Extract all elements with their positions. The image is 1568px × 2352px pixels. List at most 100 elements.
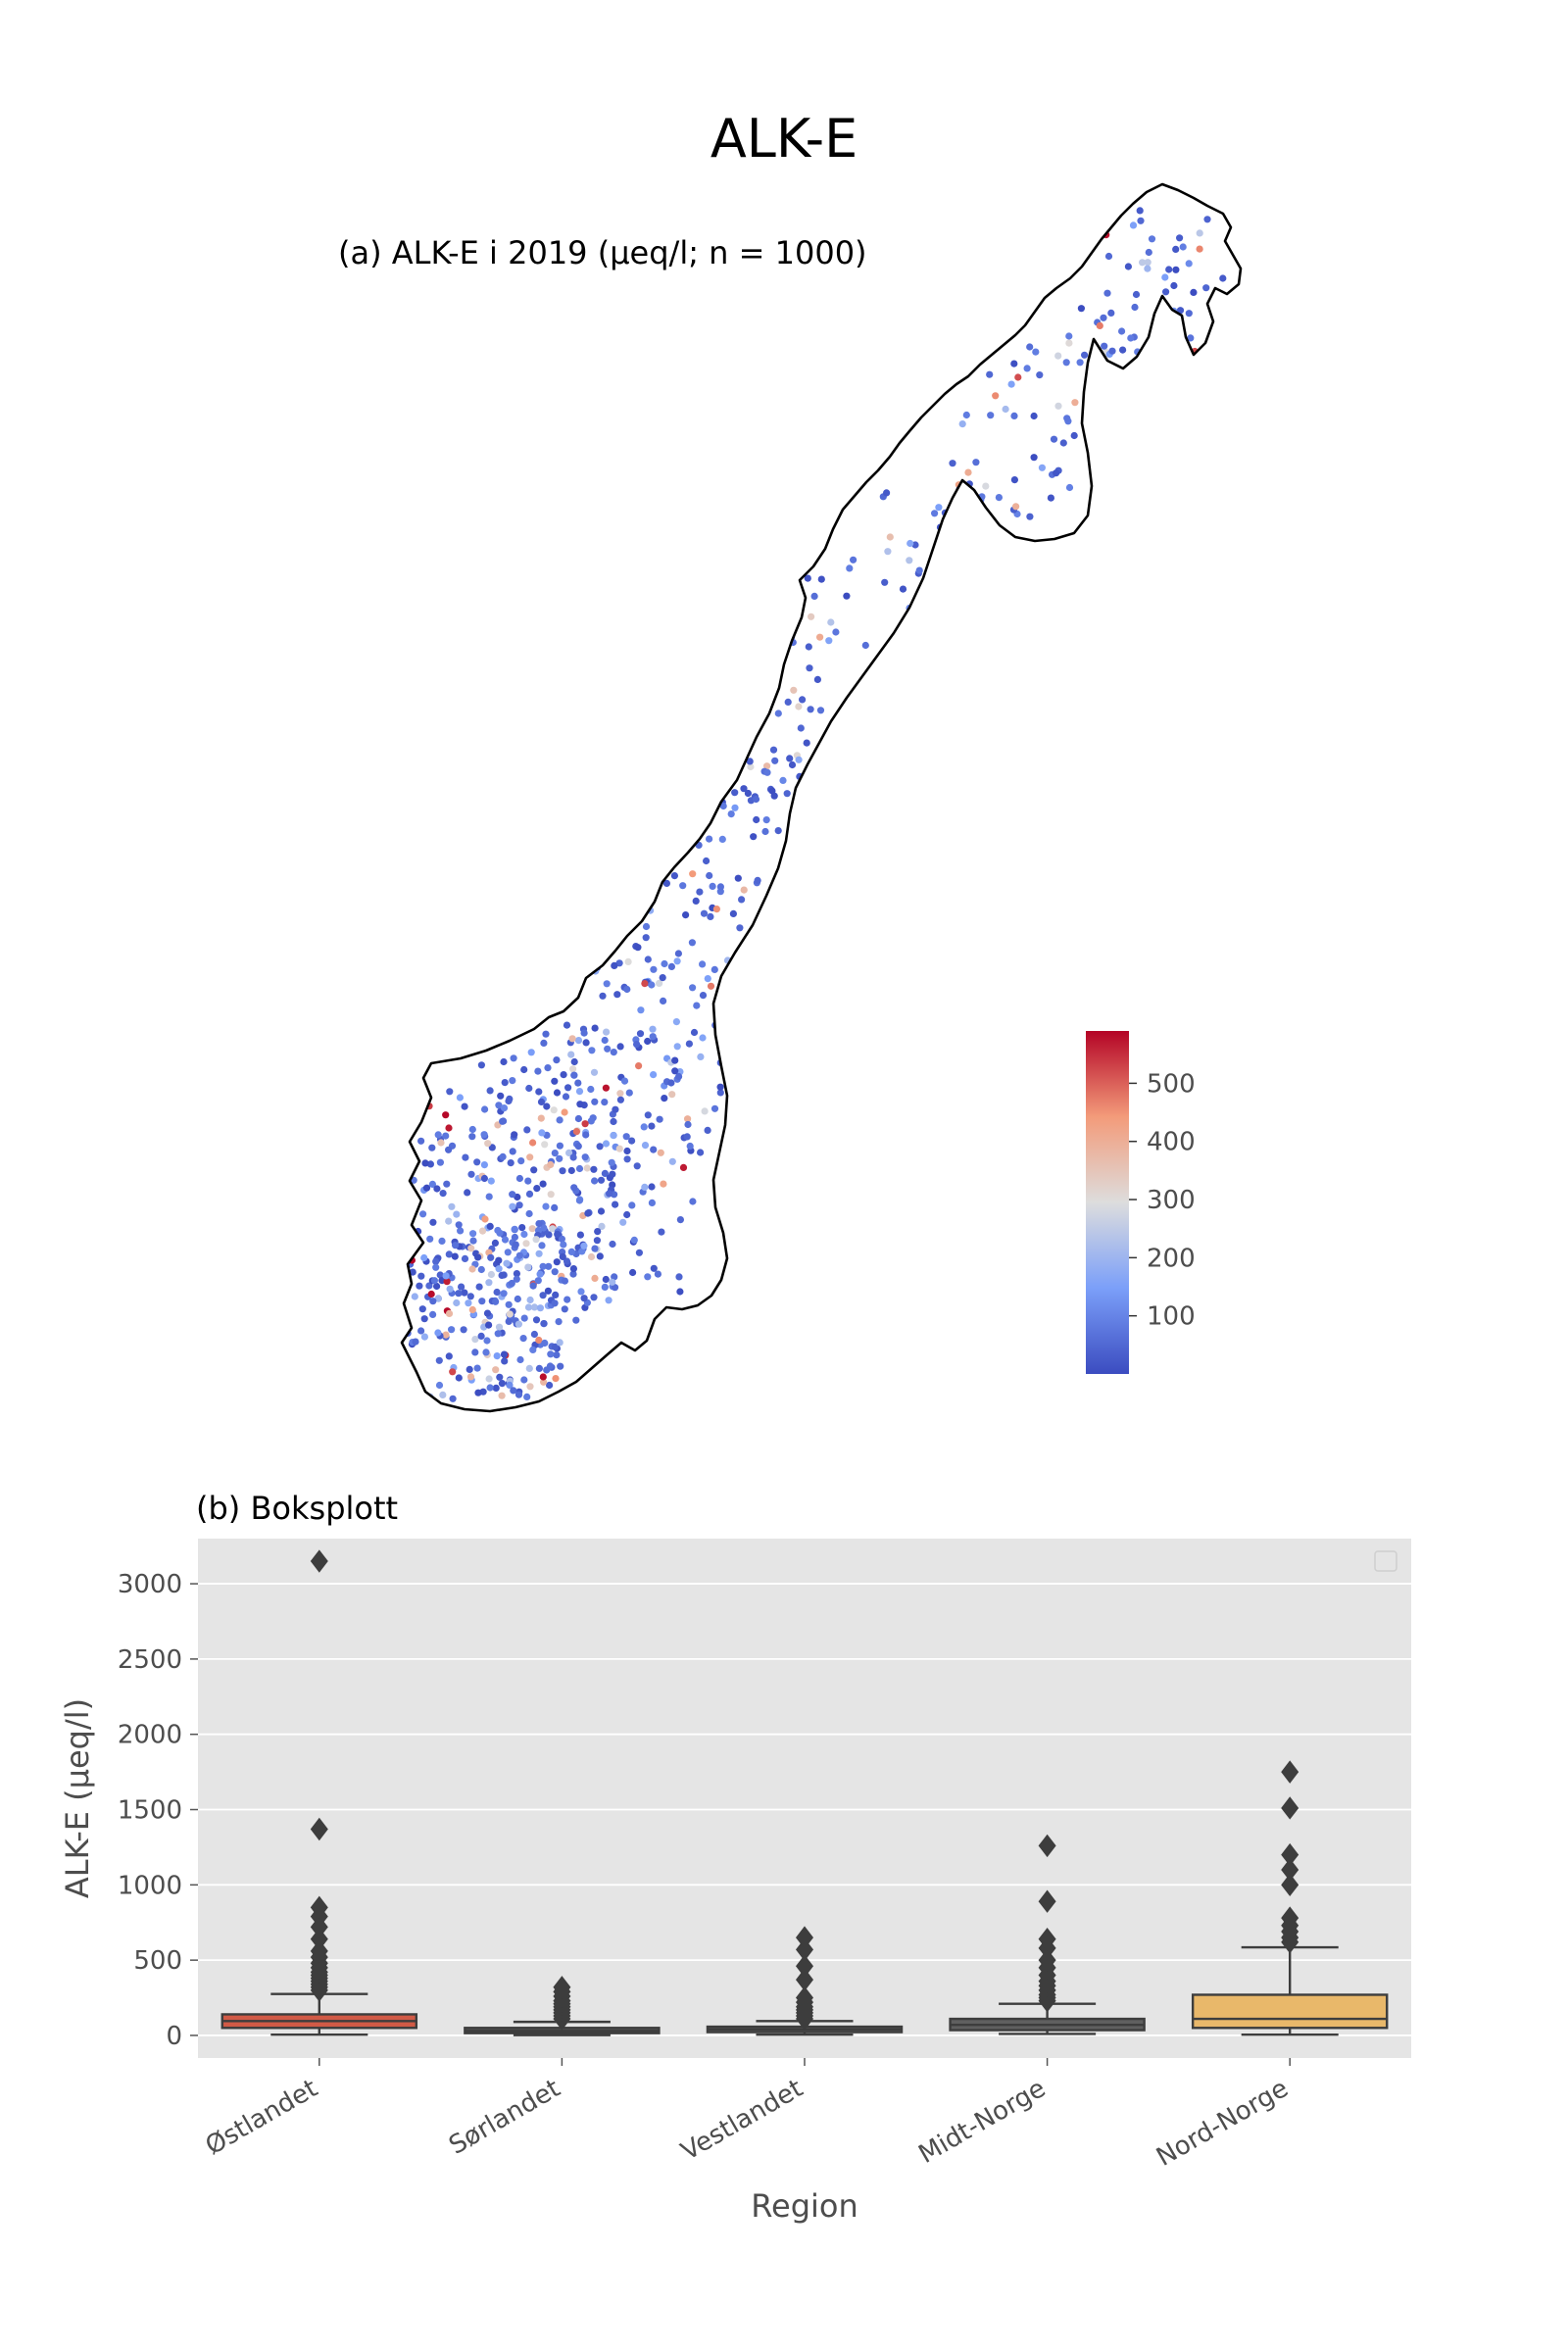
station-dot bbox=[1108, 347, 1116, 355]
station-dot bbox=[495, 1265, 503, 1273]
station-dot bbox=[453, 1298, 461, 1307]
station-dot bbox=[483, 1309, 492, 1317]
station-dot bbox=[353, 1320, 360, 1327]
station-dot bbox=[995, 494, 1004, 502]
outlier-point bbox=[1281, 1796, 1299, 1820]
x-tick-label: Sørlandet bbox=[444, 2074, 565, 2161]
station-dot bbox=[816, 633, 824, 641]
station-dot bbox=[965, 512, 973, 520]
station-dot bbox=[675, 1072, 683, 1081]
station-dot bbox=[535, 1250, 543, 1257]
station-dot bbox=[542, 1202, 550, 1210]
station-dot bbox=[603, 1028, 611, 1036]
station-dot bbox=[693, 1002, 701, 1009]
station-dot bbox=[362, 1229, 368, 1236]
station-dot bbox=[390, 1393, 397, 1399]
outlier-point bbox=[310, 1895, 328, 1920]
station-dot bbox=[699, 960, 707, 968]
station-dot bbox=[1093, 377, 1102, 385]
outlier-point bbox=[310, 1927, 328, 1951]
station-dot bbox=[480, 1174, 488, 1183]
station-dot bbox=[556, 1339, 564, 1347]
station-dot bbox=[553, 1258, 561, 1266]
station-dot bbox=[350, 1350, 357, 1357]
station-dot bbox=[660, 997, 667, 1004]
station-dot bbox=[575, 1197, 584, 1204]
station-dot bbox=[466, 1293, 474, 1300]
station-dot bbox=[1077, 305, 1085, 313]
station-dot bbox=[456, 1094, 464, 1102]
station-dot bbox=[486, 1384, 494, 1392]
station-dot bbox=[506, 1310, 514, 1318]
station-dot bbox=[543, 1366, 551, 1374]
station-dot bbox=[728, 985, 737, 993]
station-dot bbox=[731, 804, 739, 811]
station-dot bbox=[374, 1330, 381, 1337]
station-dot bbox=[578, 1248, 586, 1255]
station-dot bbox=[637, 1006, 645, 1014]
station-dot bbox=[575, 1164, 584, 1173]
station-dot bbox=[558, 1235, 566, 1243]
station-dot bbox=[511, 1225, 518, 1233]
station-dot bbox=[1023, 365, 1031, 372]
station-dot bbox=[728, 1145, 736, 1152]
station-dot bbox=[1202, 284, 1210, 292]
station-dot bbox=[371, 1276, 378, 1283]
station-dot bbox=[378, 1243, 385, 1250]
station-dot bbox=[613, 991, 621, 999]
station-dot bbox=[601, 1036, 609, 1045]
station-dot bbox=[384, 1282, 391, 1289]
station-dot bbox=[514, 1320, 523, 1328]
y-tick-label: 0 bbox=[166, 2022, 182, 2051]
station-dot bbox=[509, 1077, 516, 1085]
station-dot bbox=[445, 1146, 453, 1153]
station-dot bbox=[421, 1093, 429, 1101]
station-dot bbox=[1170, 354, 1178, 362]
station-dot bbox=[1148, 235, 1156, 243]
y-tick-label: 3000 bbox=[118, 1570, 182, 1599]
station-dot bbox=[393, 1349, 400, 1356]
station-dot bbox=[710, 1104, 719, 1112]
station-dot bbox=[524, 1303, 533, 1311]
station-dot bbox=[492, 1384, 500, 1392]
station-dot bbox=[481, 1215, 489, 1223]
station-dot bbox=[369, 1334, 376, 1341]
station-dot bbox=[625, 1089, 633, 1097]
station-dot bbox=[642, 922, 651, 931]
station-dot bbox=[468, 1125, 476, 1134]
station-dot bbox=[543, 1102, 551, 1110]
station-dot bbox=[648, 1122, 656, 1130]
station-dot bbox=[375, 1260, 382, 1267]
station-dot bbox=[654, 1270, 662, 1278]
station-dot bbox=[422, 1184, 431, 1192]
station-dot bbox=[1119, 346, 1127, 354]
station-dot bbox=[609, 1278, 616, 1286]
station-dot bbox=[475, 1283, 483, 1291]
station-dot bbox=[581, 1153, 589, 1161]
station-dot bbox=[561, 1277, 569, 1285]
station-dot bbox=[583, 1164, 591, 1172]
station-dot bbox=[556, 1154, 564, 1162]
station-dot bbox=[445, 1124, 453, 1132]
station-dot bbox=[1105, 442, 1113, 450]
station-dot bbox=[1185, 260, 1193, 268]
station-dot bbox=[727, 1022, 735, 1030]
station-dot bbox=[619, 1218, 627, 1226]
station-dot bbox=[633, 1041, 641, 1049]
outlier-point bbox=[796, 1985, 813, 2010]
station-dot bbox=[501, 1236, 510, 1244]
station-dot bbox=[948, 527, 956, 535]
station-dot bbox=[574, 1114, 583, 1123]
station-dot bbox=[436, 1271, 444, 1279]
station-dot bbox=[500, 1057, 508, 1066]
map-dots bbox=[350, 203, 1238, 1402]
station-dot bbox=[597, 1176, 606, 1184]
station-dot bbox=[843, 592, 851, 600]
station-dot bbox=[676, 1216, 685, 1224]
station-dot bbox=[452, 1242, 460, 1250]
station-dot bbox=[612, 1105, 619, 1113]
station-dot bbox=[649, 1033, 657, 1041]
station-dot bbox=[596, 1252, 604, 1260]
station-dot bbox=[703, 857, 710, 865]
station-dot bbox=[808, 549, 815, 557]
